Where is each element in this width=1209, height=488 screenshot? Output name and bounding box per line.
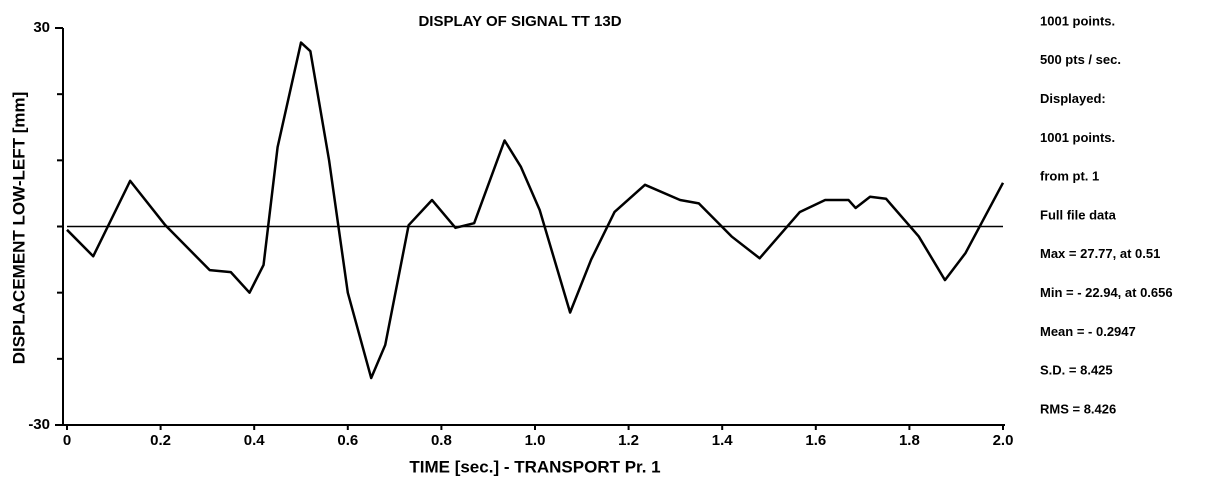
x-tick-label: 1.2 (618, 432, 639, 449)
info-line: Displayed: (1040, 91, 1106, 106)
x-tick-label: 0.8 (431, 432, 452, 449)
info-line: 1001 points. (1040, 13, 1115, 28)
signal-line (66, 41, 1005, 380)
x-tick-label: 2.0 (993, 432, 1014, 449)
info-line: RMS = 8.426 (1040, 401, 1116, 416)
y-axis-label: DISPLACEMENT LOW-LEFT [mm] (9, 92, 28, 365)
x-tick-label: 0.6 (337, 432, 358, 449)
y-tick-label: 30 (33, 19, 50, 36)
info-line: 500 pts / sec. (1040, 52, 1121, 67)
x-axis-label: TIME [sec.] - TRANSPORT Pr. 1 (409, 457, 660, 476)
y-tick-label: -30 (28, 416, 50, 433)
x-tick-label: 0.2 (150, 432, 171, 449)
x-tick-label: 1.0 (525, 432, 546, 449)
x-tick-label: 1.6 (805, 432, 826, 449)
info-line: from pt. 1 (1040, 169, 1099, 184)
chart-title: DISPLAY OF SIGNAL TT 13D (418, 13, 621, 30)
info-line: Max = 27.77, at 0.51 (1040, 246, 1160, 261)
info-line: Min = - 22.94, at 0.656 (1040, 285, 1173, 300)
x-tick-label: 0 (63, 432, 71, 449)
x-tick-label: 0.4 (244, 432, 266, 449)
info-line: 1001 points. (1040, 130, 1115, 145)
info-line: S.D. = 8.425 (1040, 363, 1113, 378)
x-tick-label: 1.4 (712, 432, 734, 449)
info-line: Full file data (1040, 207, 1117, 222)
info-line: Mean = - 0.2947 (1040, 324, 1136, 339)
x-tick-label: 1.8 (899, 432, 920, 449)
